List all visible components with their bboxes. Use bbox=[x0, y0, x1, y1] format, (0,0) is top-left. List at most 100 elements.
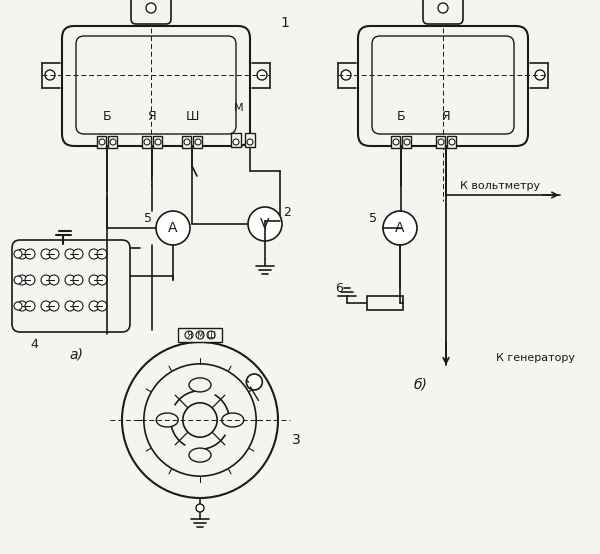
Bar bbox=[436, 136, 445, 148]
Circle shape bbox=[257, 70, 267, 80]
Circle shape bbox=[73, 275, 83, 285]
Bar bbox=[402, 136, 411, 148]
Circle shape bbox=[45, 70, 55, 80]
Bar bbox=[367, 296, 403, 310]
Circle shape bbox=[97, 301, 107, 311]
Circle shape bbox=[185, 331, 193, 339]
Circle shape bbox=[14, 302, 22, 310]
Text: 5: 5 bbox=[144, 212, 152, 224]
Circle shape bbox=[89, 249, 99, 259]
Text: A: A bbox=[168, 221, 178, 235]
Bar bbox=[108, 136, 117, 148]
Bar bbox=[142, 136, 151, 148]
Circle shape bbox=[146, 3, 156, 13]
Circle shape bbox=[383, 211, 417, 245]
Text: К генератору: К генератору bbox=[496, 353, 575, 363]
Circle shape bbox=[247, 139, 253, 145]
Bar bbox=[231, 133, 241, 147]
Circle shape bbox=[73, 301, 83, 311]
Circle shape bbox=[17, 249, 27, 259]
Bar bbox=[153, 136, 162, 148]
Text: 5: 5 bbox=[369, 212, 377, 224]
Circle shape bbox=[184, 139, 190, 145]
Text: 2: 2 bbox=[283, 206, 291, 218]
Circle shape bbox=[25, 275, 35, 285]
Circle shape bbox=[41, 275, 51, 285]
Ellipse shape bbox=[222, 413, 244, 427]
Circle shape bbox=[247, 374, 262, 390]
Circle shape bbox=[248, 207, 282, 241]
Circle shape bbox=[41, 301, 51, 311]
Bar bbox=[193, 136, 202, 148]
Text: М: М bbox=[234, 103, 244, 113]
Circle shape bbox=[14, 276, 22, 284]
Text: Я: Я bbox=[148, 110, 157, 122]
Text: а): а) bbox=[69, 347, 83, 361]
Circle shape bbox=[17, 301, 27, 311]
Circle shape bbox=[341, 70, 351, 80]
Circle shape bbox=[65, 249, 75, 259]
Ellipse shape bbox=[189, 448, 211, 462]
Circle shape bbox=[233, 139, 239, 145]
Circle shape bbox=[97, 275, 107, 285]
Text: Я: Я bbox=[442, 110, 451, 122]
Circle shape bbox=[404, 139, 410, 145]
Text: 6: 6 bbox=[335, 283, 343, 295]
Circle shape bbox=[49, 249, 59, 259]
Circle shape bbox=[65, 275, 75, 285]
Bar bbox=[245, 133, 255, 147]
Text: A: A bbox=[395, 221, 405, 235]
Circle shape bbox=[183, 403, 217, 437]
Text: М: М bbox=[196, 331, 203, 340]
FancyBboxPatch shape bbox=[358, 26, 528, 146]
Circle shape bbox=[97, 249, 107, 259]
Ellipse shape bbox=[156, 413, 178, 427]
Bar bbox=[391, 136, 400, 148]
FancyBboxPatch shape bbox=[12, 240, 130, 332]
FancyBboxPatch shape bbox=[76, 36, 236, 134]
Circle shape bbox=[156, 211, 190, 245]
Circle shape bbox=[207, 331, 215, 339]
Text: б): б) bbox=[413, 378, 427, 392]
Circle shape bbox=[14, 250, 22, 258]
Circle shape bbox=[49, 275, 59, 285]
Circle shape bbox=[449, 139, 455, 145]
Circle shape bbox=[122, 342, 278, 498]
Circle shape bbox=[196, 331, 204, 339]
FancyBboxPatch shape bbox=[423, 0, 463, 24]
Circle shape bbox=[73, 249, 83, 259]
Ellipse shape bbox=[189, 378, 211, 392]
Circle shape bbox=[155, 139, 161, 145]
Circle shape bbox=[144, 139, 150, 145]
Text: 4: 4 bbox=[30, 337, 38, 351]
Text: К вольтметру: К вольтметру bbox=[460, 181, 540, 191]
FancyBboxPatch shape bbox=[131, 0, 171, 24]
Circle shape bbox=[25, 301, 35, 311]
Bar bbox=[97, 136, 106, 148]
Bar bbox=[178, 328, 222, 342]
Circle shape bbox=[535, 70, 545, 80]
Text: Я: Я bbox=[186, 331, 192, 340]
FancyBboxPatch shape bbox=[372, 36, 514, 134]
Bar bbox=[182, 136, 191, 148]
Text: Б: Б bbox=[397, 110, 406, 122]
Text: Ш: Ш bbox=[185, 110, 199, 122]
Circle shape bbox=[110, 139, 116, 145]
Text: Б: Б bbox=[103, 110, 112, 122]
Circle shape bbox=[17, 275, 27, 285]
Text: Ш: Ш bbox=[206, 331, 215, 340]
Circle shape bbox=[49, 301, 59, 311]
Circle shape bbox=[99, 139, 105, 145]
Circle shape bbox=[25, 249, 35, 259]
Text: V: V bbox=[260, 217, 270, 231]
Circle shape bbox=[41, 249, 51, 259]
Circle shape bbox=[195, 139, 201, 145]
Circle shape bbox=[196, 504, 204, 512]
Circle shape bbox=[438, 3, 448, 13]
Circle shape bbox=[89, 275, 99, 285]
Circle shape bbox=[65, 301, 75, 311]
Circle shape bbox=[438, 139, 444, 145]
Circle shape bbox=[89, 301, 99, 311]
Bar bbox=[447, 136, 456, 148]
Text: 1: 1 bbox=[280, 16, 289, 30]
